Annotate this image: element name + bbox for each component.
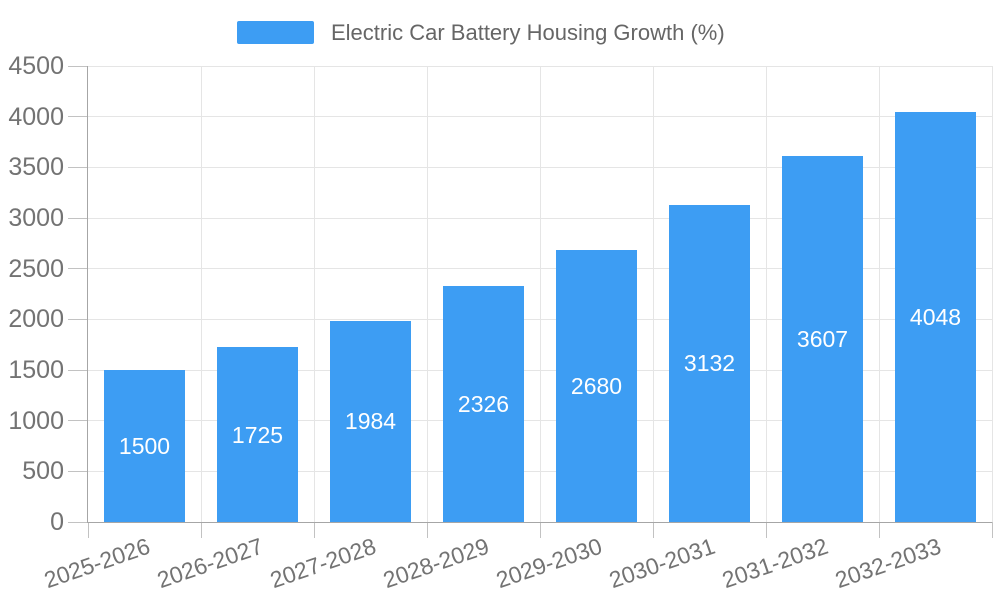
x-tick [652,522,654,538]
y-tick-label: 3500 [8,153,64,182]
y-tick-label: 0 [50,508,64,536]
bar-value-label: 1500 [118,433,171,459]
v-gridline [539,66,541,522]
x-tick [539,522,541,538]
x-tick [313,522,315,538]
y-tick [68,166,88,168]
y-tick-label: 1500 [8,356,64,384]
y-tick [68,369,88,371]
v-gridline [652,66,654,522]
y-tick [68,116,88,118]
x-tick [991,522,993,538]
y-tick-label: 2000 [8,305,64,334]
bar[interactable] [443,286,524,522]
y-tick-label: 4000 [8,102,64,131]
v-gridline [313,66,315,522]
bar-value-label: 3607 [796,326,849,353]
legend-swatch [237,21,314,44]
bar-value-label: 1984 [344,408,397,435]
v-gridline [765,66,767,522]
bar[interactable] [217,347,298,522]
bar[interactable] [895,111,976,522]
y-tick-label: 500 [22,457,64,486]
y-tick [68,420,88,422]
y-tick [68,268,88,270]
v-gridline [426,66,428,522]
bar[interactable] [669,204,750,522]
y-tick-label: 3000 [8,204,64,232]
bar[interactable] [782,156,863,522]
y-tick-label: 4500 [8,52,64,80]
v-gridline [878,66,880,522]
y-tick [68,521,88,523]
bar-value-label: 1725 [231,421,284,448]
v-gridline [991,66,993,522]
bar-value-label: 2680 [570,373,623,400]
y-tick [68,217,88,219]
bar[interactable] [104,370,185,522]
legend-label: Electric Car Battery Housing Growth (%) [331,20,725,45]
x-axis-line [87,521,992,523]
x-tick [426,522,428,538]
bar-value-label: 4048 [909,303,962,330]
x-tick [765,522,767,538]
x-tick [200,522,202,538]
x-tick [87,522,89,538]
y-tick [68,318,88,320]
y-axis-line [87,66,88,522]
x-tick [878,522,880,538]
y-tick [68,470,88,472]
bar[interactable] [556,250,637,522]
chart-legend[interactable]: Electric Car Battery Housing Growth (%) [237,21,725,44]
v-gridline [200,66,202,522]
y-tick-label: 2500 [8,254,64,283]
y-tick [68,65,88,67]
bar[interactable] [330,320,411,522]
bar-value-label: 2326 [457,391,510,418]
bar-value-label: 3132 [683,350,736,377]
y-tick-label: 1000 [8,406,64,435]
